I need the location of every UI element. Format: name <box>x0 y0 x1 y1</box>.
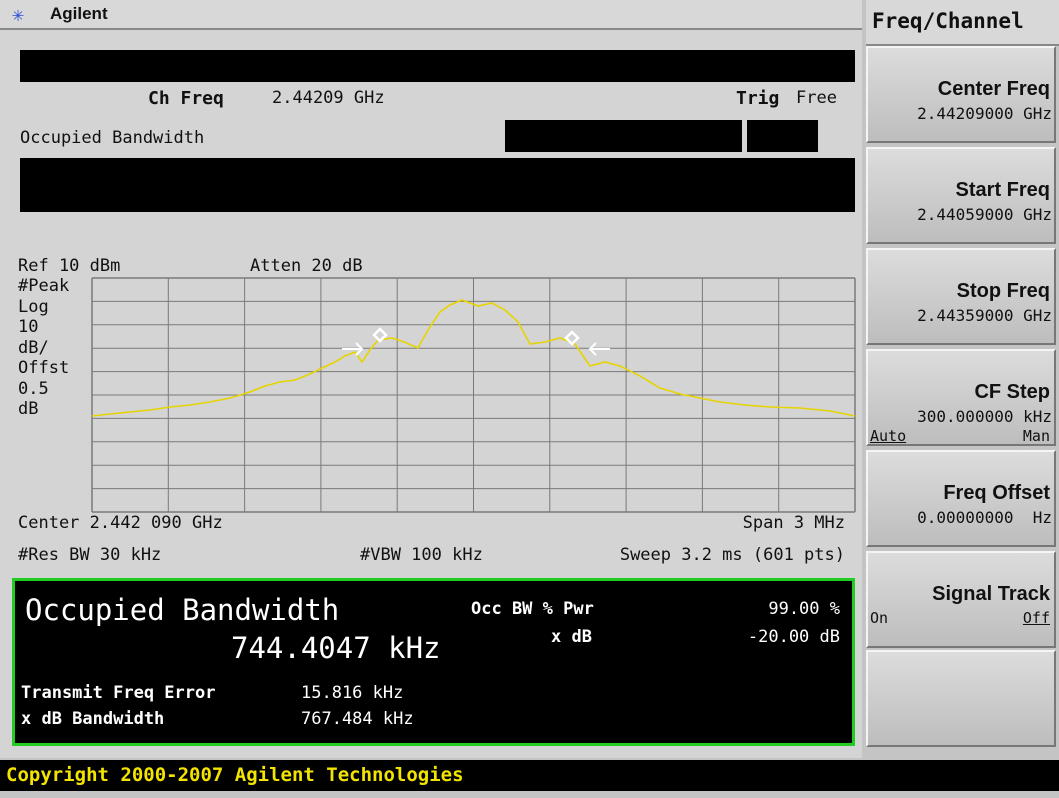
scale-label: dB/ <box>18 337 49 358</box>
trig-label: Trig <box>736 88 780 109</box>
tfe-label: Transmit Freq Error <box>21 683 216 703</box>
softkey-option: Off <box>1022 609 1050 627</box>
xdb-label: x dB <box>551 627 592 647</box>
annotation-bar <box>20 158 855 212</box>
sweep: Sweep 3.2 ms (601 pts) <box>619 545 845 565</box>
measurement-name: Occupied Bandwidth <box>20 128 205 148</box>
xbw-value: 767.484 kHz <box>301 709 414 729</box>
softkey[interactable]: Stop Freq 2.44359000 GHz <box>866 248 1056 345</box>
softkey-value: 0.00000000 Hz <box>917 508 1052 527</box>
softkey-label: Signal Track <box>932 583 1050 605</box>
marker-arrow <box>588 342 610 356</box>
marker-diamond <box>372 327 388 343</box>
copyright: Copyright 2000-2007 Agilent Technologies <box>6 764 464 786</box>
scale-label: Offst <box>18 358 70 378</box>
marker-diamond <box>564 330 580 346</box>
softkey-value: 2.44059000 GHz <box>917 205 1052 224</box>
scale-label: dB <box>18 399 39 419</box>
ch-freq-label: Ch Freq <box>148 88 224 109</box>
xbw-label: x dB Bandwidth <box>21 709 165 729</box>
softkey-value: 300.000000 kHz <box>917 407 1052 426</box>
footer-bar: Copyright 2000-2007 Agilent Technologies <box>0 760 1059 791</box>
scale-label: 0.5 <box>18 378 49 399</box>
softkey-option: Auto <box>870 427 907 445</box>
spectrum-plot <box>91 277 856 513</box>
marker-arrow <box>342 342 364 356</box>
softkey-value: 2.44209000 GHz <box>917 104 1052 123</box>
menu-title: Freq/Channel <box>866 0 1059 46</box>
results-box: Occupied Bandwidth 744.4047 kHz Occ BW %… <box>12 578 855 746</box>
ch-freq-value: 2.44209 GHz <box>272 88 385 108</box>
attenuation: Atten 20 dB <box>250 256 363 276</box>
softkey-label: CF Step <box>974 381 1050 403</box>
result-value: 744.4047 kHz <box>231 631 441 665</box>
vbw: #VBW 100 kHz <box>360 545 483 565</box>
softkey-label: Freq Offset <box>943 482 1050 504</box>
softkey-option: Man <box>1022 427 1050 445</box>
message-bar <box>20 50 855 82</box>
logo: ✳ <box>12 2 25 26</box>
status-box <box>747 120 818 152</box>
softkey-option: On <box>870 609 889 627</box>
xdb-value: -20.00 dB <box>747 627 840 647</box>
res-bw: #Res BW 30 kHz <box>18 545 162 565</box>
top-bar: ✳ Agilent <box>0 0 862 30</box>
span: Span 3 MHz <box>742 513 845 533</box>
ref-level: Ref 10 dBm <box>18 256 121 276</box>
softkey-empty[interactable] <box>866 650 1056 747</box>
softkey[interactable]: Start Freq 2.44059000 GHz <box>866 147 1056 244</box>
result-title: Occupied Bandwidth <box>25 593 340 627</box>
status-box <box>505 120 742 152</box>
softkey[interactable]: CF Step 300.000000 kHz Auto Man <box>866 349 1056 446</box>
softkey[interactable]: Center Freq 2.44209000 GHz <box>866 46 1056 143</box>
softkey-label: Stop Freq <box>956 280 1050 302</box>
scale-label: 10 <box>18 317 39 337</box>
softkey-label: Center Freq <box>937 78 1050 100</box>
softkey-value: 2.44359000 GHz <box>917 306 1052 325</box>
softkey[interactable]: Freq Offset 0.00000000 Hz <box>866 450 1056 547</box>
center-freq: Center 2.442 090 GHz <box>18 513 223 533</box>
brand: Agilent <box>50 4 108 23</box>
tfe-value: 15.816 kHz <box>301 683 404 703</box>
softkey[interactable]: Signal Track On Off <box>866 551 1056 648</box>
scale-label: #Peak <box>18 276 70 296</box>
occ-value: 99.00 % <box>768 599 840 619</box>
softkey-label: Start Freq <box>955 179 1050 201</box>
occ-label: Occ BW % Pwr <box>471 599 594 619</box>
spectrum-trace <box>91 299 856 417</box>
trig-value: Free <box>796 88 837 108</box>
scale-label: Log <box>18 296 49 317</box>
menu-title-text: Freq/Channel <box>872 9 1024 33</box>
